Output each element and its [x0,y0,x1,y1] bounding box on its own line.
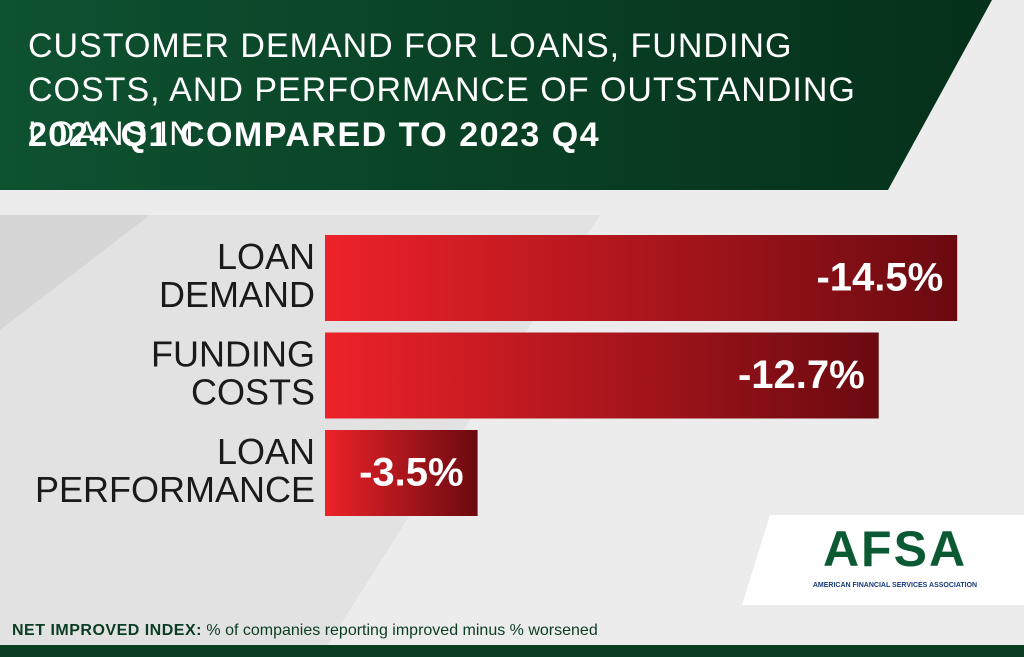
value-label: -3.5% [359,451,464,495]
category-line: FUNDING [151,333,315,374]
logo-text: AMERICAN FINANCIAL SERVICES ASSOCIATION [813,582,977,589]
footer-band [0,645,1024,657]
logo: AFSA [823,521,967,577]
category-label: LOAN PERFORMANCE [35,431,315,510]
bar [325,430,478,516]
value-label: -12.7% [738,353,865,397]
category-line: LOAN [217,431,315,472]
logo-panel [742,515,1024,605]
category-label: FUNDING COSTS [151,333,315,412]
value-label: -14.5% [816,256,943,300]
header-band [0,0,992,190]
subtitle: 2024 Q1 COMPARED TO 2023 Q4 [28,116,601,154]
title: CUSTOMER DEMAND FOR LOANS, FUNDING COSTS… [28,27,856,153]
bar [325,235,958,321]
note-label: NET IMPROVED INDEX: [12,622,202,639]
note: % of companies reporting improved minus … [206,622,598,639]
category-label: LOAN DEMAND [159,236,315,315]
bg-shape [0,215,150,330]
category-line: COSTS [191,371,315,412]
bar [325,332,879,419]
category-line: DEMAND [159,274,315,315]
category-line: PERFORMANCE [35,469,315,510]
bg-shape [0,215,600,657]
category-line: LOAN [217,236,315,277]
footnote: NET IMPROVED INDEX: % of companies repor… [12,622,598,640]
